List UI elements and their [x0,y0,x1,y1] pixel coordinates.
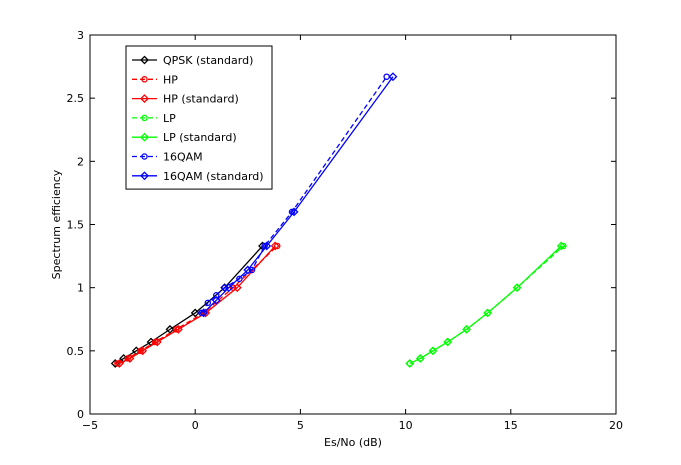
series-4 [405,241,566,368]
series-line [203,76,394,314]
legend-entry: 16QAM (standard) [132,170,264,183]
data-point [405,359,415,368]
legend-entry: QPSK (standard) [132,54,253,67]
data-point [556,241,566,251]
data-point [462,324,472,334]
legend-marker [141,76,148,83]
data-point [221,284,228,291]
data-point [125,353,135,363]
data-point [212,291,220,299]
y-tick-label: 1 [77,282,84,295]
data-point [262,241,272,251]
y-tick-label: 2.5 [67,92,85,105]
x-tick-label: −5 [82,419,98,432]
y-axis-label: Spectrum efficiency [50,169,63,279]
legend-label: LP [163,112,176,125]
x-axis-label: Es/No (dB) [324,436,382,449]
data-point [236,275,243,283]
data-point [388,72,398,82]
legend-label: QPSK (standard) [163,54,253,67]
series-6 [199,72,398,318]
data-point [204,299,212,307]
data-point [173,324,183,334]
data-point [152,337,162,347]
legend-marker [140,55,149,65]
data-point [415,353,425,363]
legend-box [125,45,273,190]
data-point [115,359,124,368]
y-tick-label: 2 [77,155,84,168]
legend-entry: HP (standard) [132,93,239,106]
series-layer [110,72,567,368]
legend-entry: LP [132,112,176,125]
data-point [428,346,438,356]
x-tick-label: 10 [399,419,413,432]
y-tick-label: 3 [77,29,84,42]
series-2 [115,241,280,368]
legend-label: 16QAM [163,151,203,164]
data-point [199,308,209,318]
legend-marker [141,114,148,122]
legend-label: HP [163,73,178,86]
series-line [117,245,278,365]
data-point [483,308,493,318]
legend-entry: HP [132,73,178,86]
legend: QPSK (standard) HP HP (standard) LP LP (stan… [125,45,273,190]
legend-marker [140,132,149,142]
legend-marker [140,171,149,181]
legend-label: HP (standard) [163,93,239,106]
legend-entry: 16QAM [132,151,203,164]
data-point [270,241,280,251]
legend-label: 16QAM (standard) [163,170,264,183]
legend-marker [141,153,148,160]
y-tick-label: 0.5 [67,345,85,358]
series-5 [198,73,390,317]
series-line [200,76,388,314]
data-point [190,308,200,318]
x-tick-label: 5 [297,419,304,432]
data-point [248,266,256,274]
data-point [443,337,453,347]
data-point [243,265,253,275]
legend-marker [140,94,149,104]
data-point [224,283,234,293]
x-tick-label: 15 [504,419,518,432]
data-point [512,283,522,293]
y-tick-label: 1.5 [67,219,85,232]
data-point [138,346,148,356]
legend-label: LP (standard) [163,131,237,144]
x-tick-label: 0 [192,419,199,432]
x-tick-label: 20 [609,419,623,432]
data-point [211,295,221,305]
data-point [232,283,242,293]
y-tick-label: 0 [77,408,84,421]
legend-entry: LP (standard) [132,131,237,144]
data-point [289,207,299,217]
